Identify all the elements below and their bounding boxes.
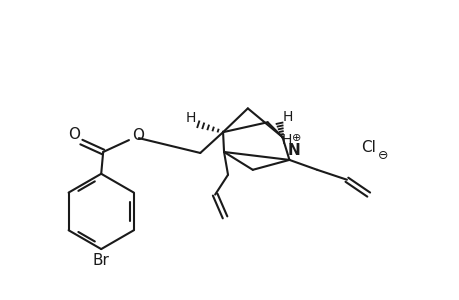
Text: O: O — [132, 128, 144, 142]
Text: H: H — [185, 111, 195, 125]
Text: H: H — [282, 110, 292, 124]
Text: O: O — [68, 127, 80, 142]
Text: H: H — [280, 133, 291, 147]
Text: ⊖: ⊖ — [377, 149, 388, 162]
Text: Br: Br — [93, 254, 109, 268]
Text: ⊕: ⊕ — [291, 133, 300, 143]
Text: Cl: Cl — [360, 140, 375, 154]
Text: N: N — [287, 142, 300, 158]
